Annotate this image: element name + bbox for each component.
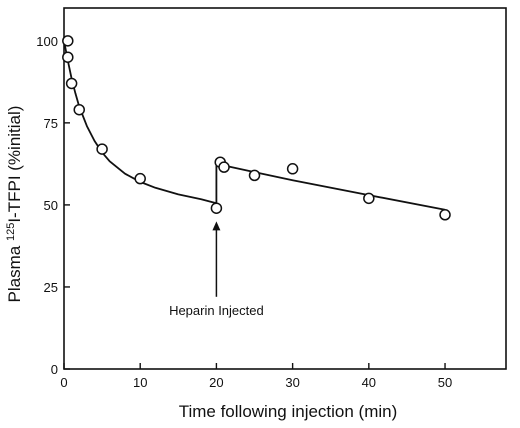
plot-border	[63, 7, 507, 370]
y-tick-label: 100	[36, 34, 58, 49]
data-point	[210, 202, 223, 214]
x-tick-label: 0	[60, 375, 67, 390]
data-point	[62, 35, 74, 47]
arrow-up-icon	[212, 221, 221, 231]
annotations: Heparin Injected	[169, 221, 264, 318]
data-point	[439, 209, 451, 221]
fit-curve	[215, 161, 446, 211]
x-axis-ticks: 0 10 20 30 40 50	[60, 363, 452, 390]
y-axis-label-prefix: Plasma	[5, 241, 24, 302]
data-points	[62, 35, 451, 221]
data-point	[286, 163, 299, 175]
data-point	[363, 192, 375, 205]
y-tick-label: 50	[44, 198, 58, 213]
y-tick-label: 0	[51, 362, 58, 377]
y-axis-label: Plasma 125I-TFPI (%initial)	[5, 106, 24, 303]
x-axis-label: Time following injection (min)	[179, 402, 398, 421]
annotation-label: Heparin Injected	[169, 303, 264, 318]
data-point	[96, 143, 108, 155]
y-axis-label-suffix: I-TFPI (%initial)	[5, 106, 24, 223]
data-point	[73, 103, 85, 116]
data-point	[218, 161, 230, 173]
y-tick-label: 25	[44, 280, 58, 295]
x-tick-label: 30	[285, 375, 299, 390]
fit-curves	[63, 40, 446, 211]
data-point	[134, 172, 146, 185]
data-point	[62, 51, 74, 63]
plot-frame	[63, 7, 507, 370]
x-tick-label: 20	[209, 375, 223, 390]
data-point	[65, 77, 78, 90]
x-tick-label: 40	[362, 375, 376, 390]
x-tick-label: 10	[133, 375, 147, 390]
x-tick-label: 50	[438, 375, 452, 390]
y-tick-label: 75	[44, 116, 58, 131]
y-axis-label-superscript: 125	[5, 223, 17, 241]
data-point	[248, 169, 261, 182]
y-axis-ticks: 0 25 50 75 100	[36, 34, 70, 377]
